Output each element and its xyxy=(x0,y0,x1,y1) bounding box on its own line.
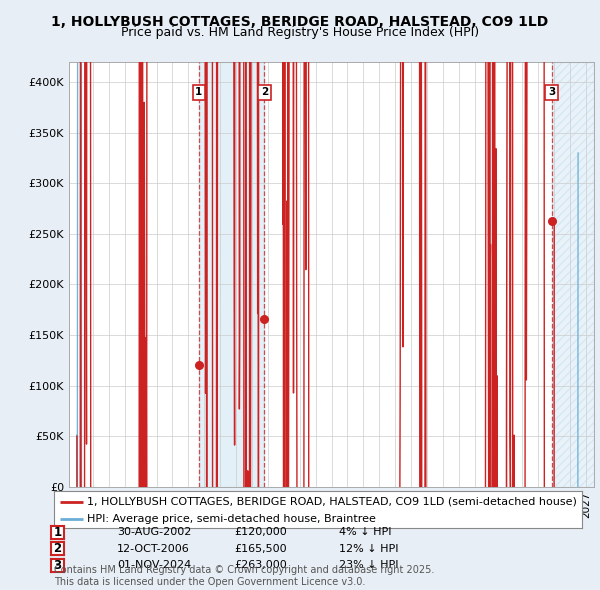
Text: 2: 2 xyxy=(53,542,62,555)
Text: 1, HOLLYBUSH COTTAGES, BERIDGE ROAD, HALSTEAD, CO9 1LD: 1, HOLLYBUSH COTTAGES, BERIDGE ROAD, HAL… xyxy=(52,15,548,29)
Text: Price paid vs. HM Land Registry's House Price Index (HPI): Price paid vs. HM Land Registry's House … xyxy=(121,26,479,39)
Text: 1: 1 xyxy=(53,526,62,539)
Text: 3: 3 xyxy=(548,87,556,97)
Text: £120,000: £120,000 xyxy=(234,527,287,537)
Text: 1, HOLLYBUSH COTTAGES, BERIDGE ROAD, HALSTEAD, CO9 1LD (semi-detached house): 1, HOLLYBUSH COTTAGES, BERIDGE ROAD, HAL… xyxy=(87,497,577,507)
Text: 01-NOV-2024: 01-NOV-2024 xyxy=(117,560,191,570)
Bar xyxy=(199,62,265,487)
Text: 4% ↓ HPI: 4% ↓ HPI xyxy=(339,527,391,537)
Text: 23% ↓ HPI: 23% ↓ HPI xyxy=(339,560,398,570)
Text: £263,000: £263,000 xyxy=(234,560,287,570)
Text: 2: 2 xyxy=(261,87,268,97)
Text: 1: 1 xyxy=(195,87,202,97)
Text: 12-OCT-2006: 12-OCT-2006 xyxy=(117,544,190,553)
Text: Contains HM Land Registry data © Crown copyright and database right 2025.
This d: Contains HM Land Registry data © Crown c… xyxy=(54,565,434,587)
Bar xyxy=(551,62,594,487)
Text: 12% ↓ HPI: 12% ↓ HPI xyxy=(339,544,398,553)
Text: 3: 3 xyxy=(53,559,62,572)
Text: HPI: Average price, semi-detached house, Braintree: HPI: Average price, semi-detached house,… xyxy=(87,514,376,524)
Text: £165,500: £165,500 xyxy=(234,544,287,553)
Text: 30-AUG-2002: 30-AUG-2002 xyxy=(117,527,191,537)
